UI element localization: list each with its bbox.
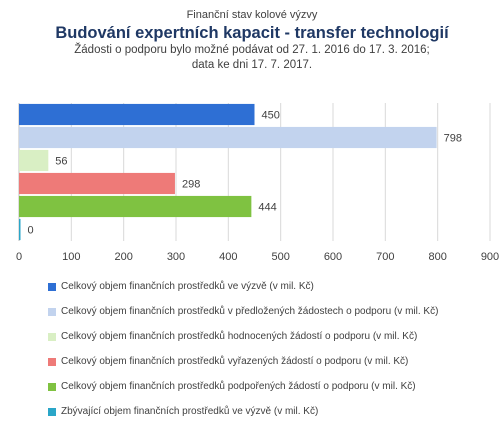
bar-6 (19, 218, 21, 241)
x-tick-label-300: 300 (167, 251, 185, 263)
legend-label: Zbývající objem finančních prostředků ve… (61, 406, 319, 417)
legend-swatch (48, 383, 56, 391)
legend-item-4: Celkový objem finančních prostředků vyřa… (48, 352, 498, 372)
x-tick-label-800: 800 (428, 251, 446, 263)
chart-supertitle: Finanční stav kolové výzvy (186, 9, 318, 21)
bar-4 (19, 172, 175, 195)
x-tick-label-500: 500 (271, 251, 289, 263)
legend-label: Celkový objem finančních prostředků v př… (61, 306, 439, 317)
chart-title: Budování expertních kapacit - transfer t… (55, 24, 449, 42)
bar-value-label-3: 56 (55, 156, 67, 168)
legend-swatch (48, 408, 56, 416)
legend-label: Celkový objem finančních prostředků podp… (61, 381, 416, 392)
x-tick-label-400: 400 (219, 251, 237, 263)
x-tick-label-700: 700 (376, 251, 394, 263)
x-tick-label-900: 900 (481, 251, 499, 263)
legend-label: Celkový objem finančních prostředků vyřa… (61, 356, 409, 367)
bar-value-label-5: 444 (258, 202, 276, 214)
legend-item-1: Celkový objem finančních prostředků ve v… (48, 277, 498, 297)
chart-subtitle-line2: data ke dni 17. 7. 2017. (191, 59, 313, 71)
bar-2 (19, 126, 437, 149)
x-tick-label-200: 200 (114, 251, 132, 263)
chart-subtitle-line1: Žádosti o podporu bylo možné podávat od … (74, 44, 430, 56)
bar-5 (19, 195, 252, 218)
chart-titles: Finanční stav kolové výzvy Budování expe… (0, 8, 504, 73)
x-tick-label-600: 600 (324, 251, 342, 263)
legend-item-5: Celkový objem finančních prostředků podp… (48, 377, 498, 397)
legend-item-3: Celkový objem finančních prostředků hodn… (48, 327, 498, 347)
chart-legend: Celkový objem finančních prostředků ve v… (48, 277, 498, 427)
legend-swatch (48, 283, 56, 291)
legend-label: Celkový objem finančních prostředků ve v… (61, 281, 314, 292)
legend-label: Celkový objem finančních prostředků hodn… (61, 331, 418, 342)
x-tick-label-100: 100 (62, 251, 80, 263)
legend-swatch (48, 358, 56, 366)
chart-frame: Finanční stav kolové výzvy Budování expe… (0, 8, 504, 417)
bar-value-label-4: 298 (182, 179, 200, 191)
bar-1 (19, 103, 255, 126)
legend-swatch (48, 333, 56, 341)
legend-item-6: Zbývající objem finančních prostředků ve… (48, 402, 498, 422)
x-tick-label-0: 0 (16, 251, 22, 263)
bar-3 (19, 149, 49, 172)
legend-item-2: Celkový objem finančních prostředků v př… (48, 302, 498, 322)
bar-value-label-1: 450 (262, 110, 280, 122)
legend-swatch (48, 308, 56, 316)
bar-chart-plot: 0 100 200 300 400 500 600 700 800 900 450 798 56 298 4… (16, 103, 499, 263)
bar-value-label-6: 0 (28, 225, 34, 237)
bar-value-label-2: 798 (444, 133, 462, 145)
